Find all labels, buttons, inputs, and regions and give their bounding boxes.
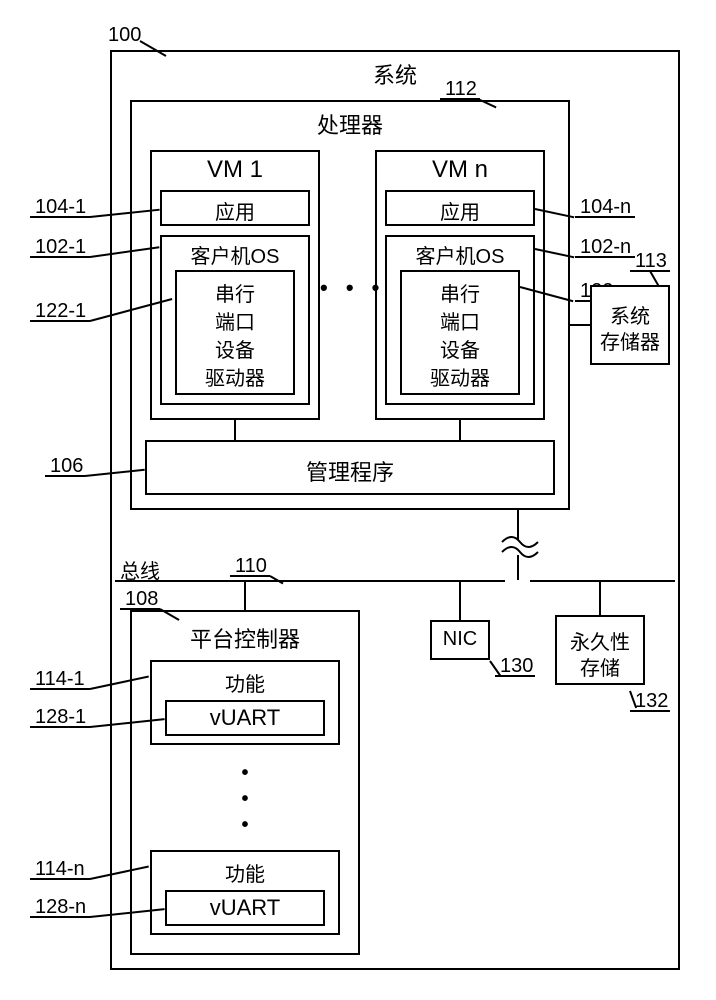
bus-line-b xyxy=(530,580,675,582)
vmn-drv-l2: 设备 xyxy=(400,334,520,363)
vmn-guest-title: 客户机OS xyxy=(385,240,535,269)
vm1-drv-l2: 设备 xyxy=(175,334,295,363)
proc-sysmem-line xyxy=(570,324,590,326)
vmn-drv-l0: 串行 xyxy=(400,278,520,307)
vm1-drv-l1: 端口 xyxy=(175,306,295,335)
fn1-vu-title: vUART xyxy=(165,705,325,731)
vmn-hv-line xyxy=(459,420,461,440)
ref-104-n-u xyxy=(575,216,635,218)
fnn-title: 功能 xyxy=(150,858,340,887)
persist-l0: 永久性 xyxy=(555,626,645,655)
vmn-drv-l1: 端口 xyxy=(400,306,520,335)
ref-128-1-u xyxy=(30,726,90,728)
ref-128-n-u xyxy=(30,916,90,918)
ref-110-u xyxy=(230,575,270,577)
vm1-drv-l3: 驱动器 xyxy=(175,362,295,391)
bus-line-a xyxy=(115,580,505,582)
vm1-title: VM 1 xyxy=(150,156,320,184)
platform-bus-line xyxy=(244,580,246,610)
vmn-drv-l3: 驱动器 xyxy=(400,362,520,391)
nic-title: NIC xyxy=(430,628,490,651)
fn-ellipsis: ••• xyxy=(238,760,252,838)
platform-title: 平台控制器 xyxy=(130,622,360,654)
sysmem-l0: 系统 xyxy=(590,300,670,329)
hypervisor-title: 管理程序 xyxy=(145,455,555,487)
ref-106-u xyxy=(45,475,85,477)
ref-132-u xyxy=(630,710,670,712)
ref-102-1-u xyxy=(30,256,90,258)
vm-ellipsis: • • • xyxy=(320,275,375,301)
vmn-title: VM n xyxy=(375,156,545,184)
ref-114-1-u xyxy=(30,688,90,690)
ref-130-u xyxy=(495,675,535,677)
line-break-icon xyxy=(500,534,540,559)
system-ref: 100 xyxy=(108,24,141,47)
processor-title: 处理器 xyxy=(130,108,570,140)
processor-ref-underline xyxy=(440,98,480,100)
nic-bus-line xyxy=(459,580,461,620)
vm1-drv-l0: 串行 xyxy=(175,278,295,307)
fnn-vu-title: vUART xyxy=(165,895,325,921)
vm1-guest-title: 客户机OS xyxy=(160,240,310,269)
ref-104-1-u xyxy=(30,216,90,218)
fn1-title: 功能 xyxy=(150,668,340,697)
vm1-app-title: 应用 xyxy=(160,196,310,225)
system-title: 系统 xyxy=(110,58,680,90)
ref-122-1-u xyxy=(30,320,90,322)
persist-bus-line xyxy=(599,580,601,615)
persist-l1: 存储 xyxy=(555,652,645,681)
vm1-hv-line xyxy=(234,420,236,440)
vmn-app-title: 应用 xyxy=(385,196,535,225)
ref-108-u xyxy=(120,608,160,610)
sysmem-l1: 存储器 xyxy=(590,326,670,355)
ref-102-n-u xyxy=(575,256,635,258)
ref-114-n-u xyxy=(30,878,90,880)
